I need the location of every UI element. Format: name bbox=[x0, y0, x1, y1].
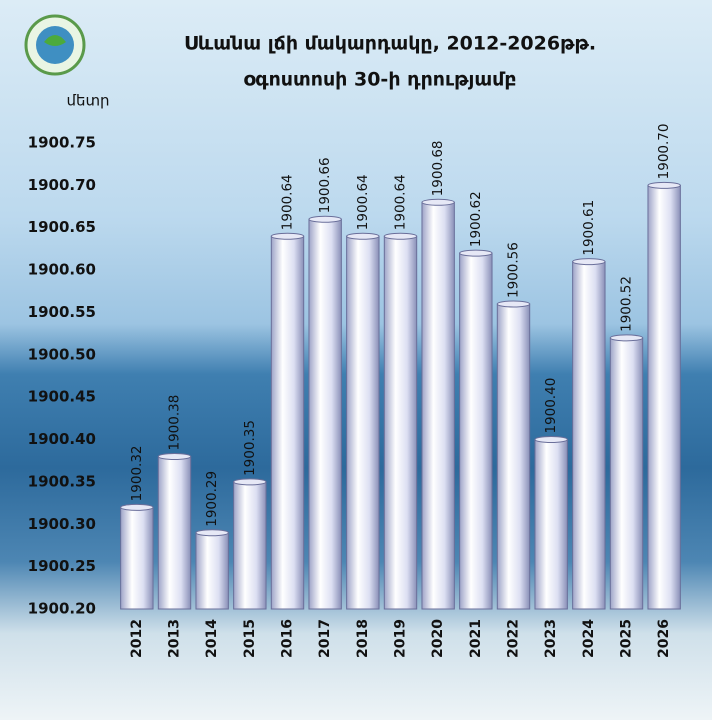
bar bbox=[233, 481, 267, 610]
x-tick-label: 2018 bbox=[355, 619, 371, 658]
value-label: 1900.70 bbox=[656, 124, 672, 180]
bar-cap bbox=[157, 452, 192, 460]
chart-title: Սևանա լճի մակարդակը, 2012-2026թթ. bbox=[184, 33, 596, 55]
bar-cap bbox=[270, 232, 305, 240]
value-label: 1900.56 bbox=[506, 242, 522, 298]
y-axis-label: մետր bbox=[66, 92, 109, 110]
bar bbox=[195, 532, 229, 610]
value-label: 1900.68 bbox=[430, 140, 446, 196]
bar-cap bbox=[346, 232, 380, 240]
y-tick-label: 1900.35 bbox=[28, 472, 96, 490]
logo bbox=[24, 14, 86, 76]
y-tick-label: 1900.60 bbox=[28, 261, 96, 279]
value-label: 1900.64 bbox=[355, 174, 371, 230]
bar bbox=[647, 184, 681, 610]
y-tick-label: 1900.20 bbox=[28, 600, 96, 618]
x-tick-label: 2020 bbox=[430, 619, 446, 658]
chart-subtitle: օգոստոսի 30-ի դրությամբ bbox=[243, 69, 516, 91]
x-tick-label: 2026 bbox=[656, 619, 672, 658]
x-tick-label: 2015 bbox=[242, 619, 258, 658]
bar bbox=[308, 218, 342, 610]
x-tick-label: 2014 bbox=[204, 619, 220, 658]
bar-cap bbox=[496, 300, 531, 308]
x-tick-label: 2021 bbox=[468, 619, 484, 658]
value-label: 1900.38 bbox=[167, 395, 183, 451]
bar-cap bbox=[120, 503, 154, 511]
x-tick-label: 2016 bbox=[280, 619, 296, 658]
value-label: 1900.52 bbox=[619, 276, 635, 332]
bar bbox=[157, 455, 192, 610]
value-label: 1900.66 bbox=[317, 157, 333, 213]
value-label: 1900.62 bbox=[468, 191, 484, 247]
y-tick-label: 1900.25 bbox=[28, 557, 96, 575]
bar bbox=[383, 235, 418, 610]
x-tick-label: 2019 bbox=[393, 619, 409, 658]
bar-cap bbox=[383, 232, 418, 240]
x-tick-label: 2022 bbox=[506, 619, 522, 658]
y-tick-label: 1900.45 bbox=[28, 388, 96, 406]
x-tick-label: 2017 bbox=[317, 619, 333, 658]
x-tick-label: 2023 bbox=[543, 619, 559, 658]
bar bbox=[572, 261, 606, 610]
bar-cap bbox=[534, 436, 568, 444]
x-tick-label: 2024 bbox=[581, 619, 597, 658]
y-tick-label: 1900.70 bbox=[28, 176, 96, 194]
value-label: 1900.61 bbox=[581, 200, 597, 256]
x-tick-label: 2012 bbox=[129, 619, 145, 658]
value-label: 1900.40 bbox=[543, 378, 559, 434]
bar-cap bbox=[647, 181, 681, 189]
x-tick-label: 2013 bbox=[167, 619, 183, 658]
bar bbox=[270, 235, 305, 610]
y-tick-label: 1900.30 bbox=[28, 515, 96, 533]
bar-cap bbox=[308, 215, 342, 223]
y-tick-label: 1900.55 bbox=[28, 303, 96, 321]
y-tick-label: 1900.65 bbox=[28, 218, 96, 236]
bar bbox=[496, 303, 531, 610]
value-label: 1900.64 bbox=[393, 174, 409, 230]
value-label: 1900.64 bbox=[280, 174, 296, 230]
bar-cap bbox=[233, 478, 267, 486]
bar-cap bbox=[459, 249, 493, 257]
bar bbox=[534, 439, 568, 610]
y-tick-label: 1900.50 bbox=[28, 345, 96, 363]
bar bbox=[609, 337, 644, 610]
bar bbox=[421, 201, 455, 610]
bar bbox=[459, 252, 493, 610]
y-tick-label: 1900.75 bbox=[28, 134, 96, 152]
y-tick-label: 1900.40 bbox=[28, 430, 96, 448]
x-tick-label: 2025 bbox=[619, 619, 635, 658]
bar bbox=[120, 506, 154, 610]
bar-cap bbox=[421, 198, 455, 206]
value-label: 1900.32 bbox=[129, 445, 145, 501]
value-label: 1900.35 bbox=[242, 420, 258, 476]
value-label: 1900.29 bbox=[204, 471, 220, 527]
bar-cap bbox=[609, 334, 644, 342]
bar-cap bbox=[572, 258, 606, 266]
bar bbox=[346, 235, 380, 610]
bar-cap bbox=[195, 529, 229, 537]
